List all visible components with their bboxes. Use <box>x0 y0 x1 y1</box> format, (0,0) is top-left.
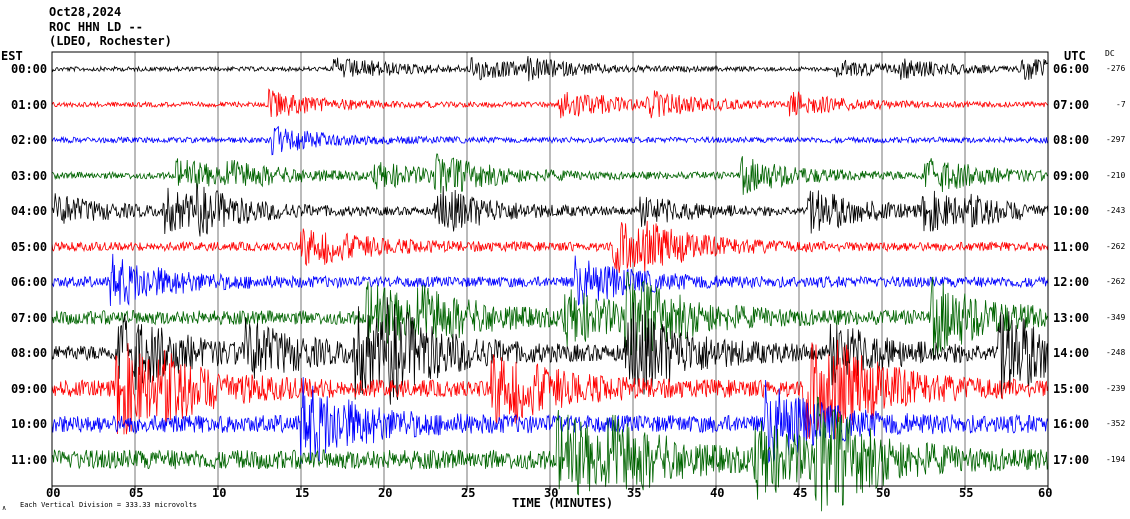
x-tick-label: 20 <box>378 486 393 500</box>
x-tick-label: 00 <box>46 486 61 500</box>
trace-0800 <box>51 297 1049 405</box>
footer-scale-note: Each Vertical Division = 333.33 microvol… <box>20 501 198 509</box>
dc-offset-label: -352 <box>1106 419 1126 428</box>
utc-hour-label: 13:00 <box>1053 310 1090 325</box>
x-tick-label: 55 <box>959 486 974 500</box>
est-hour-label: 08:00 <box>11 346 48 360</box>
utc-hour-label: 06:00 <box>1053 62 1090 76</box>
trace-0900 <box>51 339 1049 440</box>
utc-hour-label: 14:00 <box>1053 346 1090 360</box>
dc-offset-label: -239 <box>1106 383 1126 393</box>
utc-hour-label: 10:00 <box>1053 204 1090 218</box>
trace-0300 <box>51 153 1049 195</box>
dc-offset-label: -210 <box>1106 170 1126 180</box>
utc-axis-label: UTC <box>1064 49 1086 63</box>
trace-0200 <box>51 125 1049 156</box>
x-tick-label: 05 <box>129 486 144 500</box>
header-date: Oct28,2024 <box>49 5 122 19</box>
header-location: (LDEO, Rochester) <box>49 34 172 48</box>
est-hour-label: 09:00 <box>11 381 48 396</box>
dc-offset-label: -349 <box>1106 312 1126 322</box>
trace-0600 <box>51 253 1049 307</box>
trace-0400 <box>51 183 1049 237</box>
est-hour-label: 03:00 <box>11 168 48 183</box>
trace-0000 <box>51 55 1049 82</box>
est-hour-label: 11:00 <box>11 452 48 467</box>
est-hour-label: 02:00 <box>11 133 48 147</box>
x-tick-label: 30 <box>544 486 559 500</box>
est-hour-label: 01:00 <box>11 97 48 112</box>
seismic-traces <box>51 55 1049 512</box>
utc-hour-label: 17:00 <box>1053 452 1090 467</box>
trace-0700 <box>51 271 1049 359</box>
x-axis-title: TIME (MINUTES) <box>512 496 614 510</box>
utc-hour-label: 15:00 <box>1053 381 1090 396</box>
grid-lines <box>134 52 966 486</box>
est-hour-label: 10:00 <box>11 417 48 431</box>
trace-1100 <box>51 396 1049 512</box>
x-tick-label: 40 <box>710 486 725 500</box>
utc-hour-label: 08:00 <box>1053 133 1090 147</box>
x-axis-ticks <box>51 486 1049 490</box>
est-hour-label: 00:00 <box>11 62 48 76</box>
dc-label: DC <box>1105 49 1115 58</box>
dc-offset-label: -262 <box>1106 241 1126 251</box>
dc-offset-label: -276 <box>1106 64 1126 73</box>
est-hour-label: 07:00 <box>11 310 48 325</box>
corner-mark: ∧ <box>2 504 7 512</box>
x-tick-label: 25 <box>461 486 476 500</box>
est-axis-label: EST <box>1 49 23 63</box>
x-tick-label: 15 <box>295 486 310 500</box>
utc-hour-label: 16:00 <box>1053 417 1090 431</box>
dc-offset-label: -297 <box>1106 135 1126 144</box>
dc-offset-label: -7 <box>1116 99 1126 109</box>
header-station: ROC HHN LD -- <box>49 20 143 34</box>
x-tick-label: 35 <box>627 486 642 500</box>
utc-hour-label: 11:00 <box>1053 239 1090 254</box>
dc-offset-label: -194 <box>1106 454 1126 464</box>
x-tick-label: 45 <box>793 486 808 500</box>
x-tick-label: 10 <box>212 486 227 500</box>
utc-hour-label: 07:00 <box>1053 97 1090 112</box>
est-hour-label: 06:00 <box>11 275 48 289</box>
trace-1000 <box>51 377 1049 465</box>
x-tick-label: 50 <box>876 486 891 500</box>
dc-offset-label: -262 <box>1106 277 1126 286</box>
trace-0100 <box>51 88 1049 119</box>
est-hour-label: 04:00 <box>11 204 48 218</box>
dc-offset-label: -248 <box>1106 348 1126 357</box>
dc-offset-label: -243 <box>1106 206 1126 215</box>
trace-0500 <box>51 220 1049 274</box>
utc-hour-label: 09:00 <box>1053 168 1090 183</box>
x-tick-label: 60 <box>1038 486 1053 500</box>
est-hour-label: 05:00 <box>11 239 48 254</box>
utc-hour-label: 12:00 <box>1053 275 1090 289</box>
